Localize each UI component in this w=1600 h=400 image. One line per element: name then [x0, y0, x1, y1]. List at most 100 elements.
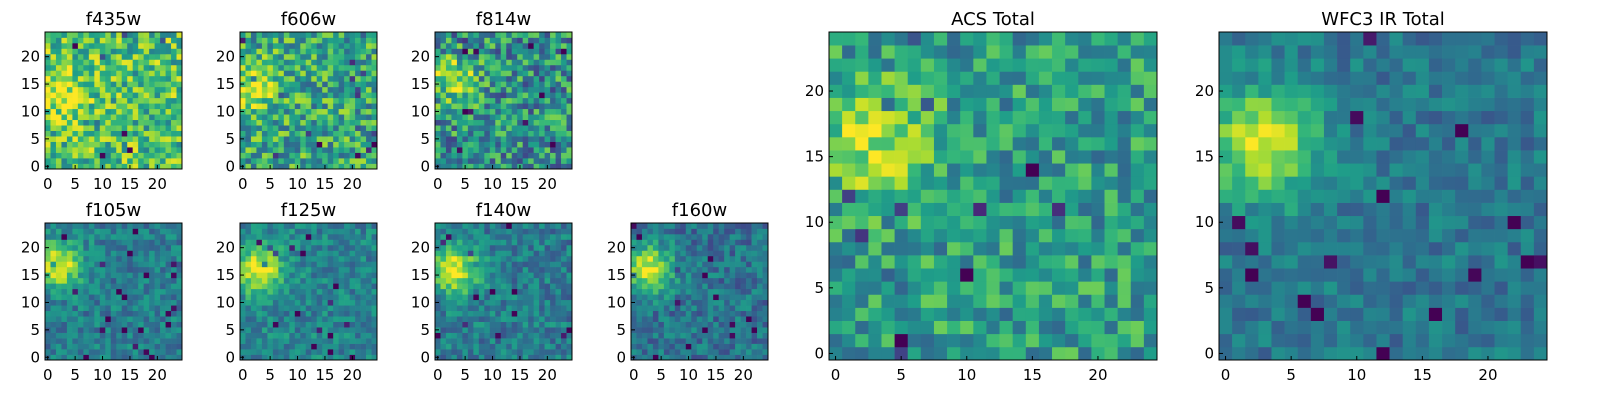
heatmap-cell	[829, 320, 843, 335]
heatmap-cell	[176, 163, 183, 170]
heatmap-cell	[278, 75, 285, 82]
heatmap-cell	[489, 92, 496, 99]
heatmap-cell	[355, 59, 361, 66]
heatmap-cell	[45, 125, 51, 131]
heatmap-cell	[338, 250, 345, 257]
heatmap-cell	[72, 349, 79, 355]
heatmap-cell	[522, 305, 529, 312]
x-tick-label: 20	[148, 175, 167, 193]
heatmap-cell	[283, 147, 290, 153]
heatmap-cell	[500, 354, 507, 361]
heatmap-cell	[94, 119, 101, 126]
heatmap-cell	[652, 288, 659, 295]
heatmap-cell	[467, 125, 474, 131]
heatmap-cell	[868, 202, 882, 217]
heatmap-cell	[462, 305, 469, 312]
heatmap-cell	[250, 53, 257, 60]
heatmap-cell	[435, 332, 441, 339]
heatmap-cell	[171, 141, 177, 148]
heatmap-cell	[94, 288, 101, 295]
heatmap-cell	[740, 255, 747, 262]
heatmap-cell	[289, 92, 296, 99]
heatmap-cell	[316, 125, 323, 131]
heatmap-cell	[999, 136, 1014, 151]
heatmap-cell	[272, 266, 279, 273]
heatmap-cell	[451, 288, 458, 295]
heatmap-cell	[50, 255, 57, 262]
heatmap-cell	[555, 255, 562, 262]
heatmap-cell	[240, 64, 246, 71]
heatmap-cell	[920, 346, 935, 361]
heatmap-cell	[110, 158, 117, 164]
heatmap-cell	[149, 255, 155, 262]
heatmap-cell	[143, 70, 150, 77]
heatmap-cell	[960, 189, 974, 203]
heatmap-cell	[338, 244, 345, 251]
heatmap-cell	[713, 283, 720, 290]
heatmap-cell	[451, 272, 458, 279]
heatmap-cell	[294, 288, 301, 295]
heatmap-cell	[986, 333, 1000, 348]
heatmap-cell	[289, 136, 296, 142]
heatmap-cell	[88, 239, 95, 246]
heatmap-cell	[50, 130, 57, 137]
heatmap-cell	[435, 294, 441, 301]
heatmap-cell	[240, 75, 246, 82]
heatmap-cell	[333, 261, 339, 268]
heatmap-cell	[311, 277, 318, 284]
x-tick-label: 15	[120, 366, 139, 384]
heatmap-cell	[462, 272, 469, 279]
heatmap-cell	[171, 53, 177, 60]
heatmap-cell	[261, 327, 268, 333]
heatmap-cell	[66, 103, 73, 110]
heatmap-cell	[61, 125, 68, 131]
heatmap-cell	[746, 283, 752, 290]
heatmap-cell	[116, 233, 123, 240]
heatmap-cell	[478, 158, 485, 164]
heatmap-cell	[50, 32, 57, 38]
heatmap-cell	[746, 310, 752, 317]
heatmap-cell	[311, 305, 318, 312]
heatmap-cell	[143, 223, 150, 229]
heatmap-cell	[1052, 189, 1066, 203]
heatmap-cell	[489, 136, 496, 142]
heatmap-cell	[267, 277, 274, 284]
heatmap-cell	[116, 283, 123, 290]
heatmap-cell	[522, 354, 529, 361]
heatmap-cell	[261, 103, 268, 110]
heatmap-cell	[50, 64, 57, 71]
heatmap-cell	[99, 283, 106, 290]
heatmap-cell	[171, 223, 177, 229]
heatmap-cell	[495, 321, 502, 328]
heatmap-cell	[366, 255, 372, 262]
heatmap-cell	[267, 70, 274, 77]
heatmap-cell	[533, 321, 540, 328]
heatmap-cell	[132, 244, 139, 251]
heatmap-cell	[311, 299, 318, 306]
heatmap-cell	[478, 255, 485, 262]
heatmap-cell	[473, 354, 480, 361]
heatmap-cell	[920, 320, 935, 335]
heatmap-cell	[83, 321, 90, 328]
heatmap-cell	[631, 305, 637, 312]
heatmap-cell	[631, 349, 637, 355]
heatmap-cell	[300, 244, 307, 251]
heatmap-cell	[829, 163, 843, 177]
heatmap-cell	[445, 261, 452, 268]
heatmap-cell	[868, 136, 882, 151]
heatmap-cell	[294, 136, 301, 142]
y-tick-label: 10	[21, 293, 40, 311]
heatmap-cell	[467, 283, 474, 290]
heatmap-cell	[544, 125, 551, 131]
heatmap-cell	[327, 266, 334, 273]
heatmap-cell	[561, 119, 567, 126]
heatmap-cell	[1130, 346, 1145, 361]
heatmap-cell	[261, 130, 268, 137]
heatmap-cell	[500, 228, 507, 235]
heatmap-cell	[105, 299, 112, 306]
heatmap-cell	[440, 283, 447, 290]
heatmap-cell	[920, 123, 935, 138]
heatmap-cell	[641, 299, 648, 306]
heatmap-cell	[305, 261, 312, 268]
heatmap-cell	[160, 141, 166, 148]
